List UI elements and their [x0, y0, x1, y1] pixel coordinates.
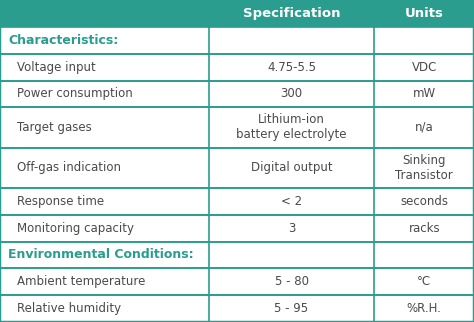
Text: Sinking
Transistor: Sinking Transistor — [395, 154, 453, 182]
Text: Response time: Response time — [17, 195, 104, 208]
Bar — [0, 107, 474, 147]
Text: mW: mW — [413, 87, 436, 100]
Bar — [0, 215, 474, 242]
Text: Environmental Conditions:: Environmental Conditions: — [8, 248, 193, 261]
Bar — [0, 242, 474, 268]
Text: 4.75-5.5: 4.75-5.5 — [267, 61, 316, 74]
Bar — [0, 188, 474, 215]
Text: °C: °C — [417, 275, 431, 288]
Text: Voltage input: Voltage input — [17, 61, 95, 74]
Text: 3: 3 — [288, 222, 295, 235]
Bar — [0, 295, 474, 322]
Text: Lithium-ion
battery electrolyte: Lithium-ion battery electrolyte — [236, 113, 347, 141]
Text: < 2: < 2 — [281, 195, 302, 208]
Text: Monitoring capacity: Monitoring capacity — [17, 222, 134, 235]
Text: Target gases: Target gases — [17, 121, 91, 134]
Text: %R.H.: %R.H. — [407, 302, 442, 315]
Text: Characteristics:: Characteristics: — [8, 34, 118, 47]
Text: Ambient temperature: Ambient temperature — [17, 275, 145, 288]
Bar — [0, 27, 474, 54]
Bar — [0, 54, 474, 80]
Text: Units: Units — [405, 7, 444, 20]
Bar — [0, 80, 474, 107]
Text: Specification: Specification — [243, 7, 340, 20]
Text: 5 - 95: 5 - 95 — [274, 302, 309, 315]
Text: racks: racks — [409, 222, 440, 235]
Bar — [0, 268, 474, 295]
Text: 300: 300 — [281, 87, 302, 100]
Text: Relative humidity: Relative humidity — [17, 302, 121, 315]
Bar — [0, 147, 474, 188]
Bar — [0, 0, 474, 27]
Text: seconds: seconds — [400, 195, 448, 208]
Text: Digital output: Digital output — [251, 161, 332, 174]
Text: VDC: VDC — [411, 61, 437, 74]
Text: Off-gas indication: Off-gas indication — [17, 161, 121, 174]
Text: 5 - 80: 5 - 80 — [274, 275, 309, 288]
Text: n/a: n/a — [415, 121, 434, 134]
Text: Power consumption: Power consumption — [17, 87, 132, 100]
